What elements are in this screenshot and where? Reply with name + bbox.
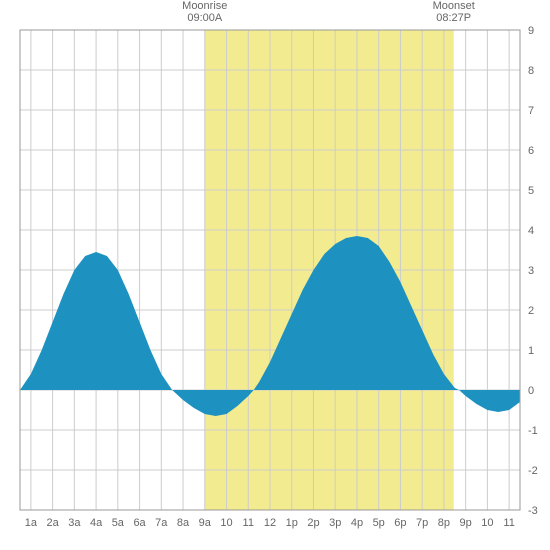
svg-text:7: 7	[528, 105, 534, 117]
svg-text:5a: 5a	[112, 517, 125, 529]
moonset-title: Moonset	[424, 0, 484, 12]
svg-text:11: 11	[503, 517, 514, 529]
svg-text:1a: 1a	[25, 517, 38, 529]
moonset-time: 08:27P	[424, 12, 484, 24]
svg-text:9: 9	[528, 25, 534, 37]
svg-text:9p: 9p	[460, 517, 472, 529]
svg-text:2a: 2a	[46, 517, 59, 529]
svg-text:3a: 3a	[68, 517, 81, 529]
svg-text:9a: 9a	[199, 517, 212, 529]
svg-text:-3: -3	[528, 505, 538, 517]
moonrise-time: 09:00A	[175, 12, 235, 24]
svg-text:5p: 5p	[373, 517, 385, 529]
svg-text:7p: 7p	[416, 517, 428, 529]
svg-text:8a: 8a	[177, 517, 190, 529]
tide-chart: 1a2a3a4a5a6a7a8a9a1011121p2p3p4p5p6p7p8p…	[0, 0, 550, 550]
svg-text:-2: -2	[528, 465, 538, 477]
svg-text:1: 1	[528, 345, 534, 357]
svg-text:5: 5	[528, 185, 534, 197]
svg-text:6a: 6a	[133, 517, 146, 529]
svg-text:3: 3	[528, 265, 534, 277]
svg-text:10: 10	[220, 517, 232, 529]
svg-text:1p: 1p	[286, 517, 298, 529]
svg-text:6: 6	[528, 145, 534, 157]
chart-svg: 1a2a3a4a5a6a7a8a9a1011121p2p3p4p5p6p7p8p…	[0, 0, 550, 550]
svg-text:4: 4	[528, 225, 534, 237]
svg-text:2: 2	[528, 305, 534, 317]
svg-text:6p: 6p	[394, 517, 406, 529]
moonrise-label: Moonrise 09:00A	[175, 0, 235, 24]
svg-text:12: 12	[264, 517, 276, 529]
moonrise-title: Moonrise	[175, 0, 235, 12]
svg-text:7a: 7a	[155, 517, 168, 529]
svg-text:8: 8	[528, 65, 534, 77]
svg-text:4a: 4a	[90, 517, 103, 529]
svg-text:11: 11	[243, 517, 254, 529]
svg-text:-1: -1	[528, 425, 538, 437]
svg-text:3p: 3p	[329, 517, 341, 529]
svg-text:4p: 4p	[351, 517, 363, 529]
svg-text:0: 0	[528, 385, 534, 397]
svg-text:8p: 8p	[438, 517, 450, 529]
moonset-label: Moonset 08:27P	[424, 0, 484, 24]
svg-text:2p: 2p	[307, 517, 319, 529]
svg-text:10: 10	[481, 517, 493, 529]
